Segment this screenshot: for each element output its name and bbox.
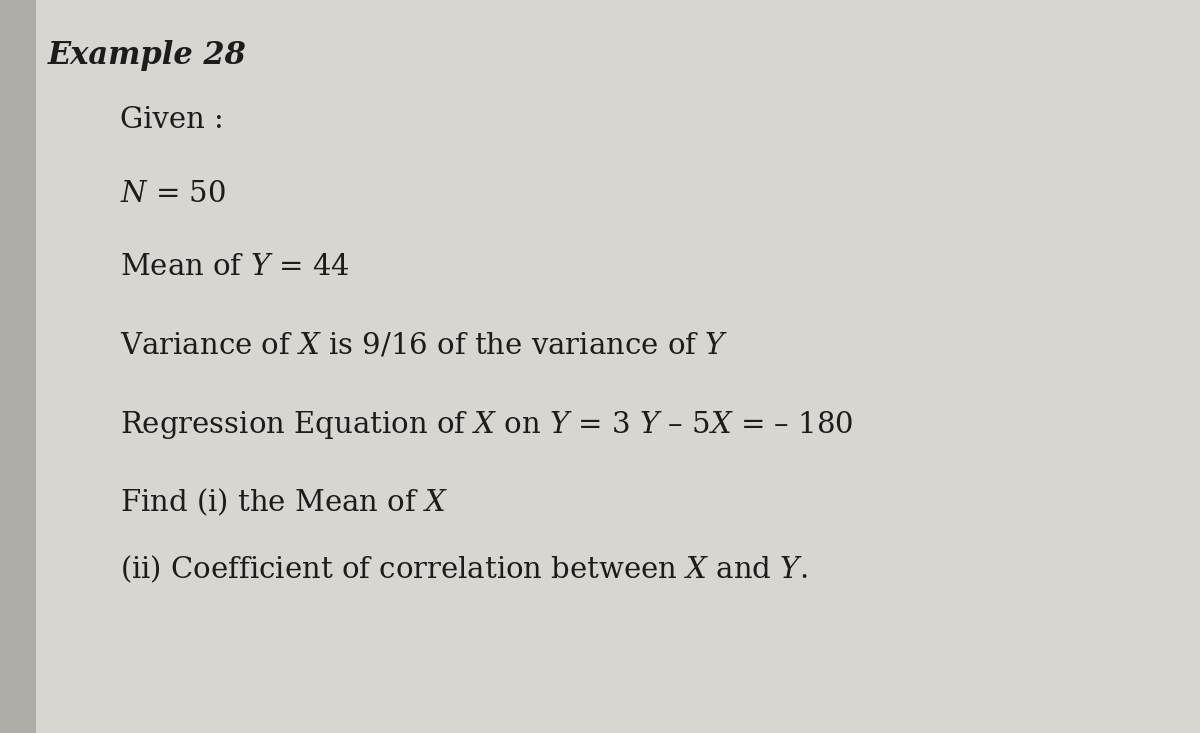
- Text: Mean of $Y$ = 44: Mean of $Y$ = 44: [120, 253, 349, 281]
- Text: $N$ = 50: $N$ = 50: [120, 180, 226, 207]
- Text: Find (i) the Mean of $X$: Find (i) the Mean of $X$: [120, 487, 448, 518]
- Text: Example 28: Example 28: [48, 40, 247, 71]
- Text: (ii) Coefficient of correlation between $X$ and $Y$.: (ii) Coefficient of correlation between …: [120, 553, 808, 585]
- Text: Given :: Given :: [120, 106, 223, 134]
- Text: Variance of $X$ is 9/16 of the variance of $Y$: Variance of $X$ is 9/16 of the variance …: [120, 331, 728, 359]
- Text: Regression Equation of $X$ on $Y$ = 3 $Y$ – 5$X$ = – 180: Regression Equation of $X$ on $Y$ = 3 $Y…: [120, 409, 853, 441]
- Bar: [0, 0, 36, 733]
